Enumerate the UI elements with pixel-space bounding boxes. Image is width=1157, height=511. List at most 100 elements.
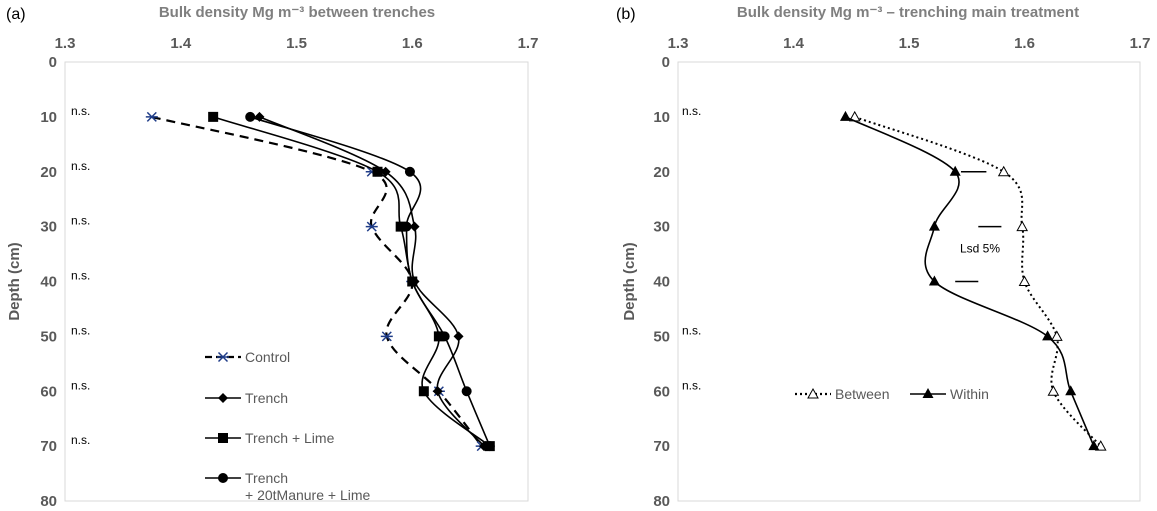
chart-title: Bulk density Mg m⁻³ between trenches (159, 4, 435, 21)
x-tick-label: 1.3 (668, 35, 689, 52)
significance-label: n.s. (71, 269, 90, 283)
x-tick-label: 1.5 (899, 35, 920, 52)
chart-title: Bulk density Mg m⁻³ – trenching main tre… (737, 4, 1079, 21)
y-tick-label: 50 (40, 328, 57, 345)
legend-label: + 20tManure + Lime (245, 487, 371, 503)
y-tick-label: 30 (40, 219, 57, 236)
legend-label: Within (950, 386, 989, 402)
data-point (928, 275, 940, 286)
series-line (151, 115, 483, 447)
data-point (145, 111, 158, 122)
y-tick-label: 10 (40, 109, 57, 126)
y-tick-label: 0 (49, 54, 57, 71)
data-point (1047, 385, 1060, 396)
chart-panel-a: (a) Bulk density Mg m⁻³ between trenches 1… (6, 4, 538, 510)
data-point (949, 165, 961, 176)
chart-panel-b: (b) Bulk density Mg m⁻³ – trenching main … (616, 4, 1150, 510)
data-point (1018, 275, 1031, 286)
y-tick-label: 70 (653, 438, 670, 455)
significance-label: n.s. (682, 378, 701, 392)
significance-label: n.s. (71, 214, 90, 228)
data-point (432, 386, 443, 397)
y-tick-label: 20 (653, 164, 670, 181)
data-point (418, 386, 429, 397)
series-0 (848, 110, 1107, 451)
data-point (433, 331, 444, 342)
legend-marker-stroke (217, 351, 229, 363)
legend-marker (217, 351, 229, 363)
x-tick-label: 1.4 (170, 35, 192, 52)
y-tick-label: 50 (653, 328, 670, 345)
data-point (254, 111, 265, 122)
x-tick-label: 1.6 (1014, 35, 1035, 52)
y-tick-label: 30 (653, 219, 670, 236)
data-point (997, 165, 1010, 177)
data-point (1050, 330, 1063, 341)
legend-marker (218, 473, 228, 483)
y-axis-label: Depth (cm) (621, 242, 638, 320)
legend-label: Trench + Lime (245, 430, 335, 446)
legend-marker (807, 387, 819, 399)
plot-area (677, 61, 1141, 502)
legend-marker (218, 393, 228, 403)
significance-label: n.s. (71, 159, 90, 173)
significance-label: n.s. (71, 433, 90, 447)
data-point (461, 386, 472, 397)
legend-label: Control (245, 349, 290, 365)
data-point-stroke (146, 111, 157, 122)
panel-label: (a) (6, 6, 26, 23)
data-point (407, 276, 418, 287)
x-tick-label: 1.5 (286, 35, 307, 52)
data-point (401, 221, 412, 232)
plot-area (64, 61, 529, 502)
x-tick-label: 1.6 (402, 35, 423, 52)
data-point (409, 221, 420, 232)
data-point (928, 220, 940, 231)
x-tick-label: 1.4 (783, 35, 805, 52)
data-point-stroke (381, 331, 392, 342)
x-tick-label: 1.7 (1130, 35, 1151, 52)
data-point (380, 166, 391, 177)
series-0 (145, 111, 488, 452)
data-point (380, 331, 393, 342)
data-point (484, 441, 495, 452)
y-tick-label: 0 (662, 54, 670, 71)
data-point (1065, 385, 1077, 396)
data-point (1088, 440, 1100, 451)
data-point (839, 110, 851, 121)
data-point (208, 111, 219, 122)
y-tick-label: 80 (40, 493, 57, 510)
significance-label: n.s. (71, 378, 90, 392)
legend-label: Trench (245, 470, 288, 486)
panel-label: (b) (616, 6, 636, 23)
data-point (404, 166, 415, 177)
data-point-stroke (366, 221, 377, 232)
lsd-label: Lsd 5% (960, 241, 1000, 255)
data-point (1042, 330, 1054, 341)
legend-marker (922, 388, 934, 398)
data-point (1016, 220, 1029, 232)
data-point (372, 166, 383, 177)
legend-label: Between (835, 386, 889, 402)
y-tick-label: 40 (40, 274, 57, 291)
data-point (395, 221, 406, 232)
y-tick-label: 10 (653, 109, 670, 126)
series-3 (245, 111, 495, 452)
y-tick-label: 70 (40, 438, 57, 455)
data-point (1094, 440, 1107, 451)
data-point (453, 331, 464, 342)
legend-label: Trench (245, 390, 288, 406)
y-tick-label: 40 (653, 274, 670, 291)
y-tick-label: 60 (653, 383, 670, 400)
data-point (365, 221, 378, 232)
series-1 (254, 111, 490, 452)
data-point (245, 111, 256, 122)
y-tick-label: 60 (40, 383, 57, 400)
significance-label: n.s. (71, 104, 90, 118)
y-tick-label: 20 (40, 164, 57, 181)
x-tick-label: 1.7 (518, 35, 539, 52)
x-tick-label: 1.3 (55, 35, 76, 52)
significance-label: n.s. (682, 323, 701, 337)
legend-marker (218, 433, 228, 443)
